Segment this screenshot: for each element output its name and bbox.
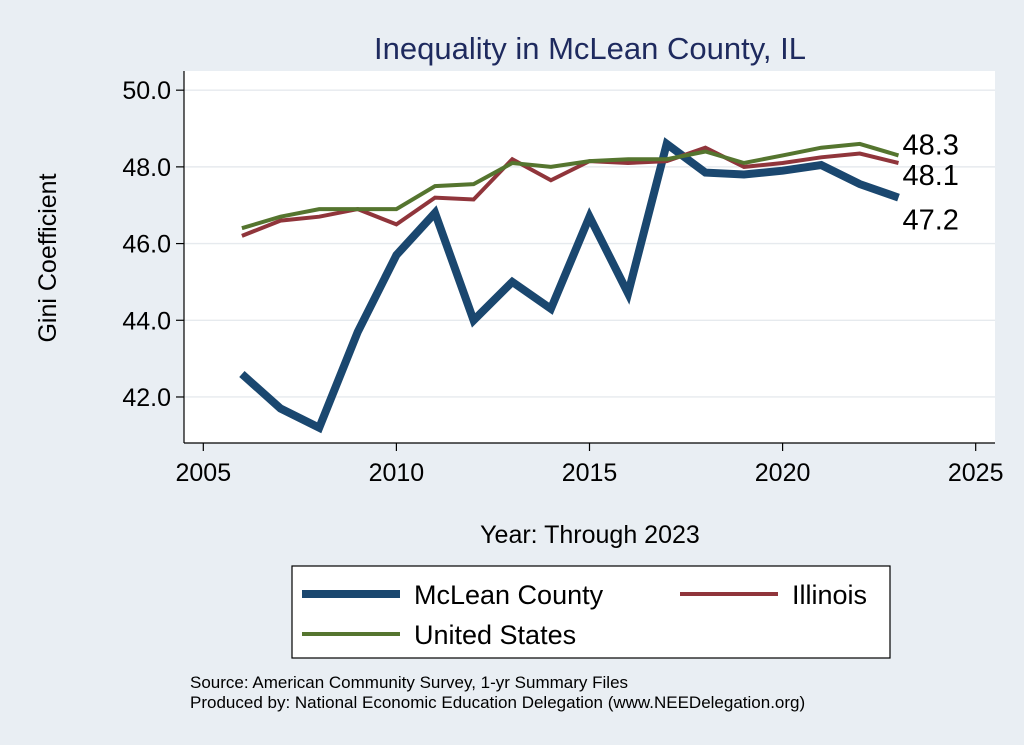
producer-note: Produced by: National Economic Education… [190,693,805,712]
y-tick-label: 44.0 [122,307,171,335]
gridlines [184,89,995,398]
series-lines [239,137,900,434]
end-labels: 47.2 48.148.3 [902,129,958,236]
x-axis-title: Year: Through 2023 [480,521,700,549]
legend-label-united-states: United States [414,620,576,650]
legend-box [291,565,891,659]
legend-label-mclean-county: McLean County [414,580,604,610]
end-label-illinois: 48.1 [902,160,958,192]
y-tick-label: 42.0 [122,384,171,412]
legend: McLean County Illinois United States [302,580,867,650]
legend-label-illinois: Illinois [792,580,867,610]
y-tick-label: 48.0 [122,154,171,182]
source-note: Source: American Community Survey, 1-yr … [190,673,628,692]
x-tick-label: 2025 [948,459,1004,487]
axis-ticks: 42.0 44.0 46.0 48.0 50.0 2005 2010 2015 2020 2025 [122,77,1003,487]
y-axis-title: Gini Coefficient [34,173,62,342]
series-line-united-states [241,141,900,231]
plot-area [184,71,995,443]
x-tick-label: 2015 [562,459,618,487]
y-tick-label: 50.0 [122,77,171,105]
x-tick-label: 2010 [369,459,425,487]
series-line-mclean-county [239,137,900,434]
end-label-mclean-county: 47.2 [902,205,958,237]
end-label-united-states: 48.3 [902,129,958,161]
x-tick-label: 2005 [175,459,231,487]
x-tick-label: 2020 [755,459,811,487]
chart-title: Inequality in McLean County, IL [374,31,806,66]
y-tick-label: 46.0 [122,231,171,259]
